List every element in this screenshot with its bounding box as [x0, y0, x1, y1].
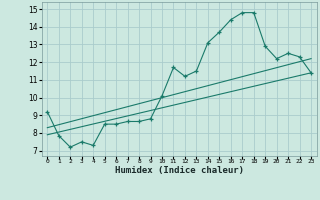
- X-axis label: Humidex (Indice chaleur): Humidex (Indice chaleur): [115, 166, 244, 175]
